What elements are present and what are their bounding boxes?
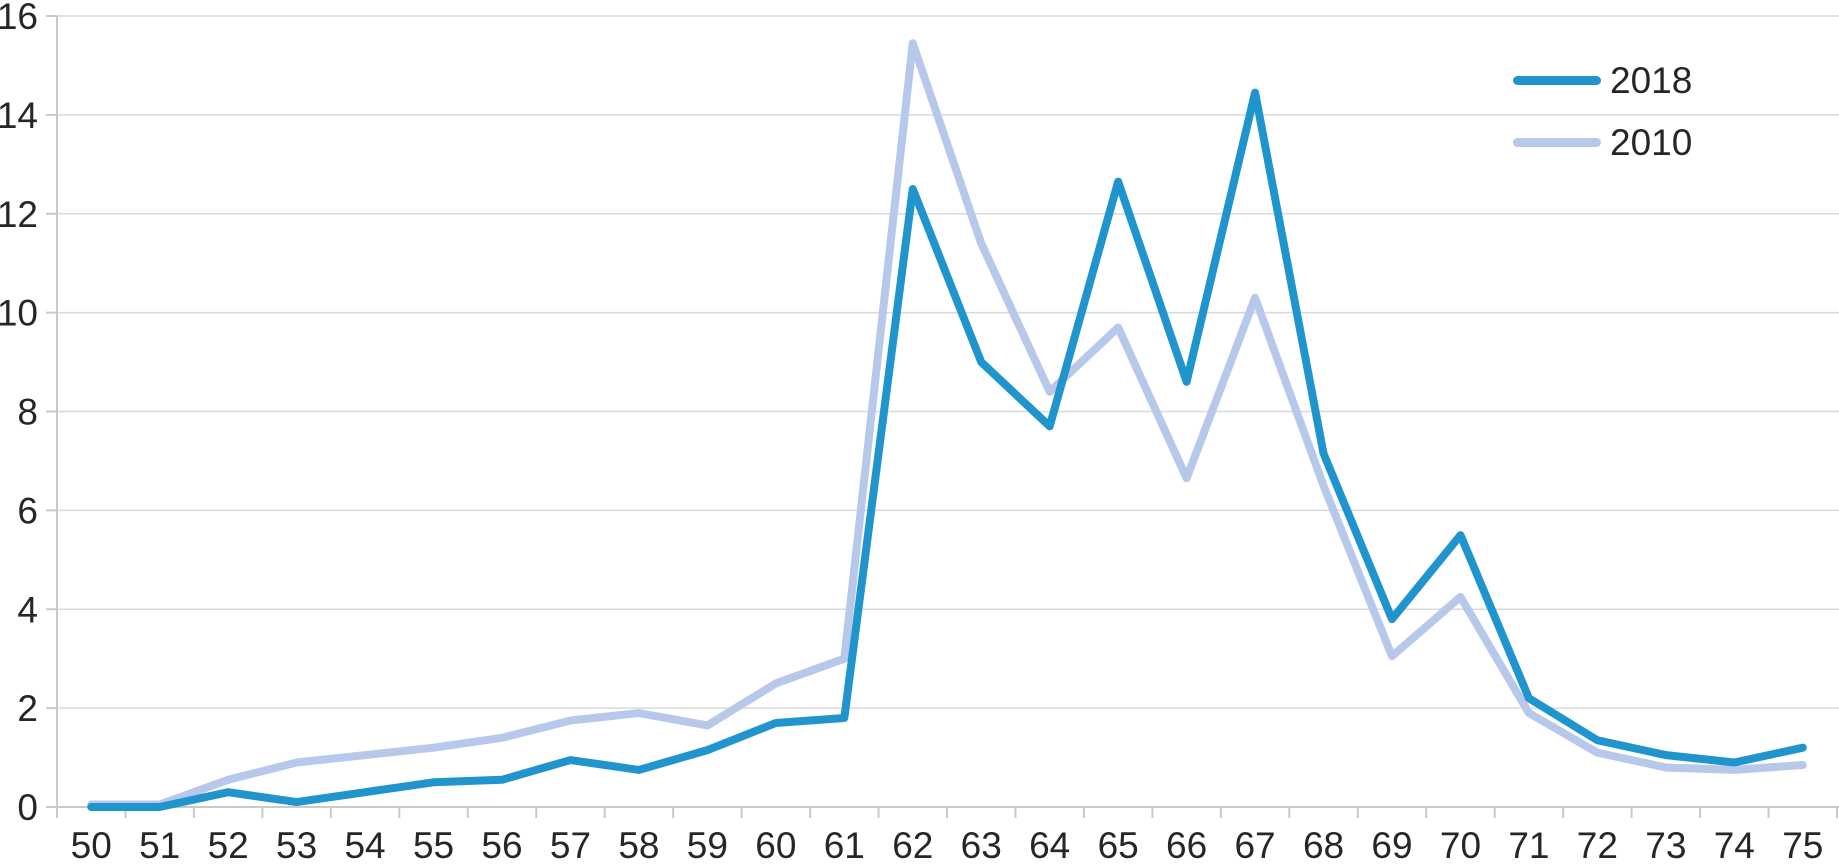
axes [46,15,1839,818]
x-axis-tick-label: 74 [1714,825,1755,864]
x-axis-tick-label: 57 [550,825,591,864]
x-axis-tick-label: 66 [1166,825,1207,864]
legend-item-2018: 2018 [1513,49,1692,111]
x-axis-tick-label: 55 [413,825,454,864]
y-axis-tick-label: 16 [0,0,38,37]
x-axis-tick-label: 61 [824,825,865,864]
x-axis-tick-label: 54 [344,825,385,864]
legend-item-2010: 2010 [1513,111,1692,173]
x-axis-tick-label: 65 [1098,825,1139,864]
x-axis-tick-label: 62 [892,825,933,864]
x-axis-tick-label: 58 [618,825,659,864]
x-axis-tick-label: 75 [1782,825,1823,864]
x-axis-tick-label: 51 [139,825,180,864]
x-axis-tick-label: 73 [1645,825,1686,864]
y-axis-tick-label: 10 [0,293,38,334]
legend-swatch-2010 [1513,137,1601,147]
y-axis-tick-label: 14 [0,95,38,136]
x-axis-tick-label: 70 [1440,825,1481,864]
x-axis-tick-label: 71 [1508,825,1549,864]
x-axis-tick-label: 67 [1234,825,1275,864]
x-axis-tick-label: 72 [1577,825,1618,864]
legend-label-2018: 2018 [1610,59,1693,101]
y-axis-tick-label: 12 [0,194,38,235]
legend-swatch-2018 [1513,75,1601,85]
x-axis-tick-label: 69 [1371,825,1412,864]
legend-label-2010: 2010 [1610,121,1693,163]
series-line-2010 [87,39,1807,809]
legend: 2018 2010 [1513,49,1692,173]
x-axis-tick-label: 68 [1303,825,1344,864]
y-axis-tick-label: 6 [17,490,38,531]
x-axis-tick-label: 52 [208,825,249,864]
x-axis-tick-label: 59 [687,825,728,864]
x-axis-tick-label: 63 [961,825,1002,864]
data-series-lines [87,39,1807,811]
x-axis-tick-label: 60 [755,825,796,864]
y-axis-tick-labels: 0 2 4 6 8 10 12 14 16 [0,0,38,828]
x-axis-tick-label: 50 [71,825,112,864]
x-axis-tick-label: 64 [1029,825,1070,864]
gridlines [57,15,1839,709]
series-line-2018 [87,88,1807,811]
y-axis-tick-label: 2 [17,688,38,729]
y-axis-tick-label: 0 [17,787,38,828]
y-axis-tick-label: 4 [17,589,38,630]
x-axis-tick-label: 56 [481,825,522,864]
x-axis-tick-labels: 50 51 52 53 54 55 56 57 58 59 60 61 62 63 64 65 66 67 68 69… [71,825,1824,864]
y-axis-tick-label: 8 [17,392,38,433]
x-axis-tick-label: 53 [276,825,317,864]
